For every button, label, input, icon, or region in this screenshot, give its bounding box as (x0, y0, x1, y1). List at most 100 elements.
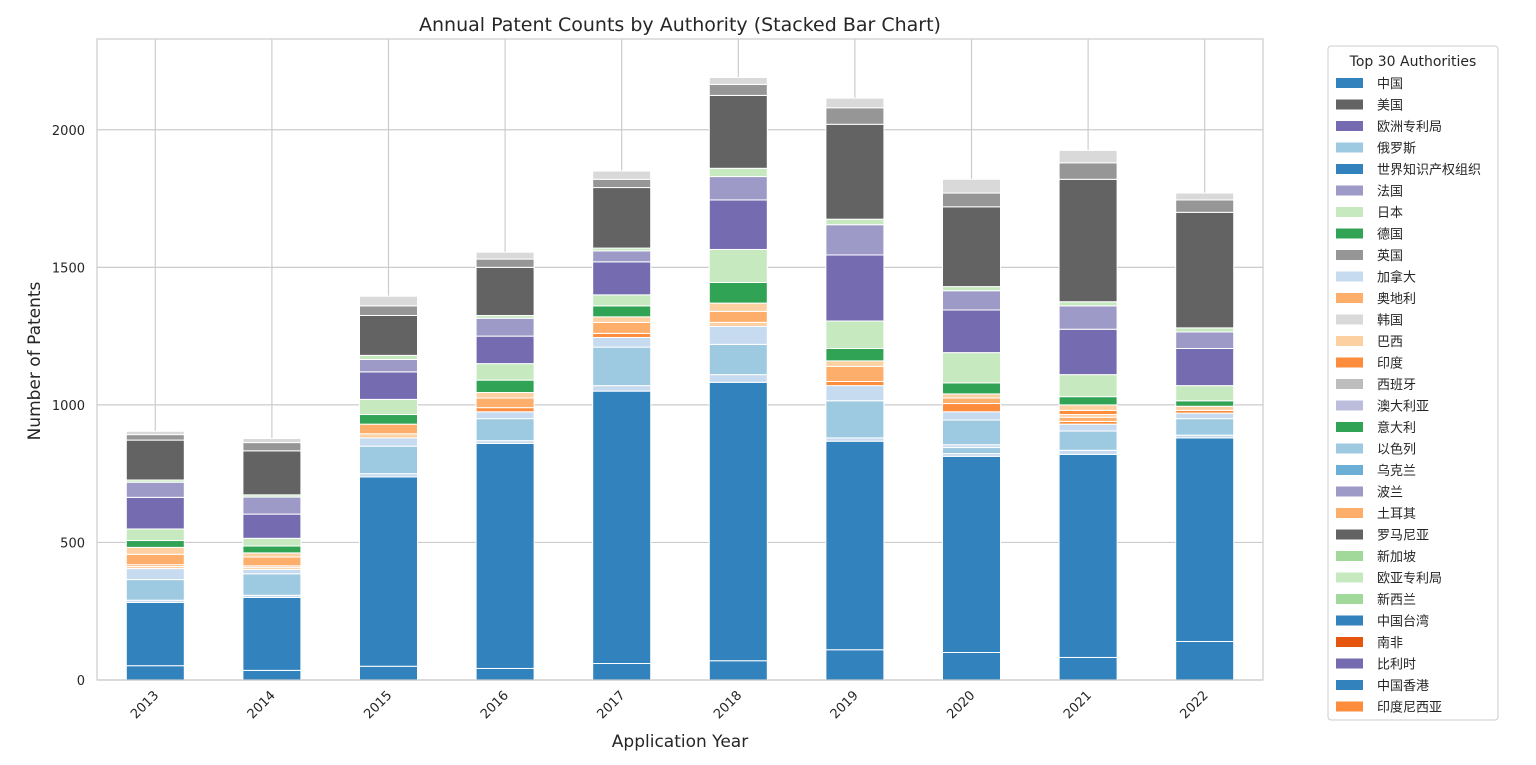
legend-swatch (1336, 186, 1363, 196)
bar-segment (126, 580, 184, 601)
bar-segment (826, 321, 884, 349)
legend-label: 世界知识产权组织 (1377, 162, 1481, 178)
bar-segment (360, 315, 418, 355)
legend-swatch (1336, 78, 1363, 88)
legend-swatch (1336, 379, 1363, 389)
bar-segment (243, 443, 301, 451)
bar-segment (1059, 163, 1117, 180)
bar-stack-2013 (126, 431, 184, 680)
x-tick-label: 2015 (361, 688, 395, 722)
bar-stack-2020 (943, 179, 1001, 680)
legend-label: 加拿大 (1377, 270, 1416, 286)
bar-segment (243, 538, 301, 546)
bar-segment (593, 317, 651, 323)
bar-segment (360, 372, 418, 400)
bar-segment (1059, 150, 1117, 162)
bar-segment (709, 344, 767, 374)
bar-segment (593, 386, 651, 392)
legend-swatch (1336, 573, 1363, 583)
bar-segment (476, 412, 534, 419)
bar-segment (1059, 417, 1117, 421)
bar-segment (1059, 424, 1117, 431)
bar-segment (943, 394, 1001, 398)
bar-segment (826, 225, 884, 255)
bar-segment (709, 326, 767, 344)
bar-segment (1059, 431, 1117, 450)
bar-segment (476, 408, 534, 412)
bar-segment (943, 353, 1001, 383)
bar-segment (826, 255, 884, 321)
legend-label: 俄罗斯 (1377, 142, 1416, 157)
bar-segment (243, 514, 301, 538)
legend-label: 新加坡 (1377, 549, 1416, 565)
legend-label: 中国香港 (1377, 679, 1429, 694)
bar-segment (243, 597, 301, 670)
bar-stack-2021 (1059, 150, 1117, 680)
bar-segment (360, 399, 418, 414)
legend-swatch (1336, 143, 1363, 153)
legend-swatch (1336, 680, 1363, 690)
bar-segment (943, 291, 1001, 310)
legend-swatch (1336, 487, 1363, 497)
bar-segment (593, 171, 651, 179)
bar-segment (593, 262, 651, 295)
legend-swatch (1336, 551, 1363, 561)
legend-swatch (1336, 422, 1363, 432)
bar-segment (1176, 641, 1234, 680)
legend-swatch (1336, 207, 1363, 217)
y-tick-label: 1500 (52, 261, 85, 276)
y-tick-label: 2000 (52, 124, 85, 139)
bar-segment (709, 303, 767, 311)
legend-swatch (1336, 659, 1363, 669)
bar-segment (943, 179, 1001, 193)
bar-segment (1176, 419, 1234, 436)
bar-segment (709, 177, 767, 200)
bar-segment (476, 380, 534, 392)
x-tick-label: 2017 (595, 688, 629, 722)
bar-segment (1176, 438, 1234, 642)
bar-stack-2017 (593, 171, 651, 680)
bar-segment (476, 419, 534, 441)
bar-segment (943, 420, 1001, 445)
legend-label: 巴西 (1377, 335, 1403, 350)
bar-segment (709, 78, 767, 85)
bar-segment (1059, 375, 1117, 397)
bar-segment (709, 282, 767, 303)
bar-segment (593, 188, 651, 249)
legend-swatch (1336, 315, 1363, 325)
x-tick-labels: 2013201420152016201720182019202020212022 (128, 688, 1211, 722)
bar-segment (1059, 329, 1117, 374)
bar-segment (709, 322, 767, 326)
bar-segment (126, 482, 184, 497)
y-tick-label: 1000 (52, 399, 85, 414)
bar-segment (476, 364, 534, 381)
x-tick-label: 2014 (245, 688, 279, 722)
bar-segment (943, 207, 1001, 287)
y-tick-labels: 0500100015002000 (52, 124, 85, 689)
legend-label: 罗马尼亚 (1377, 529, 1429, 544)
bars (126, 78, 1233, 680)
legend-label: 奥地利 (1377, 292, 1416, 307)
legend-label: 土耳其 (1377, 507, 1416, 522)
legend-label: 印度尼西亚 (1377, 700, 1442, 716)
bar-segment (360, 306, 418, 316)
bar-segment (709, 311, 767, 322)
bar-stack-2022 (1176, 193, 1234, 680)
bar-segment (126, 602, 184, 665)
y-tick-label: 500 (60, 536, 85, 551)
bar-segment (126, 440, 184, 480)
x-tick-label: 2020 (944, 688, 978, 722)
bar-segment (709, 168, 767, 176)
bar-segment (1059, 405, 1117, 411)
bar-segment (826, 401, 884, 438)
legend-label: 中国台湾 (1377, 614, 1429, 630)
bar-segment (476, 398, 534, 408)
bar-segment (709, 249, 767, 282)
bar-segment (709, 375, 767, 383)
bar-segment (1176, 332, 1234, 349)
bar-segment (826, 348, 884, 360)
bar-segment (826, 108, 884, 125)
bar-stack-2014 (243, 438, 301, 680)
bar-segment (593, 391, 651, 663)
bar-segment (126, 435, 184, 441)
